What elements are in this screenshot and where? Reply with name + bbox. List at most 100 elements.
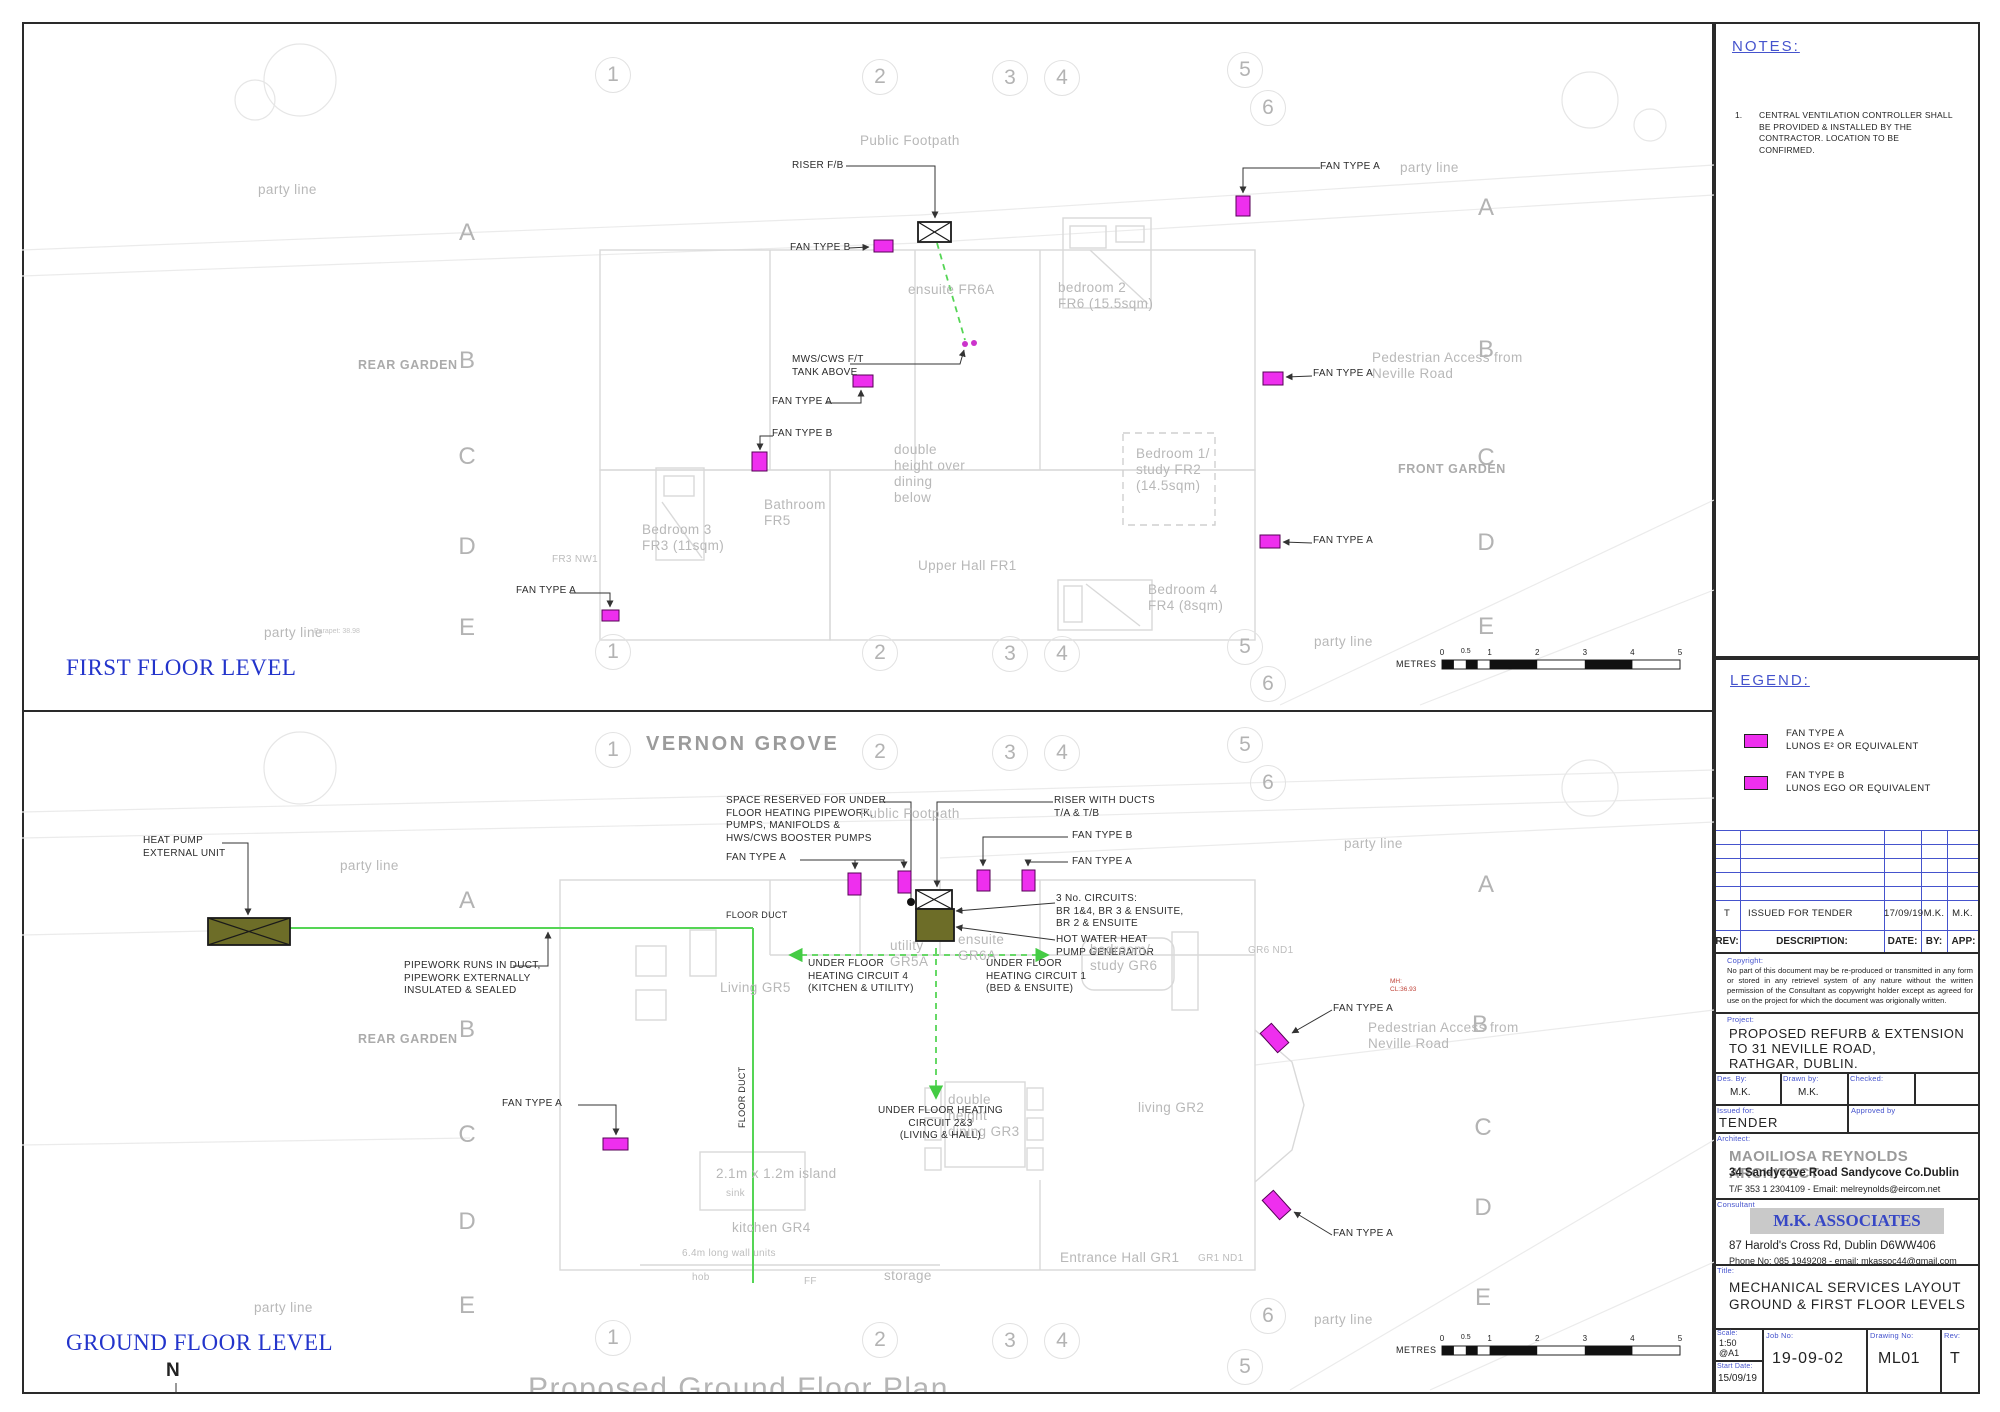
site-line — [1254, 1009, 1715, 1066]
table-line — [1716, 930, 1978, 931]
table-line — [1940, 1328, 1942, 1392]
revision-column-header: DESCRIPTION: — [1776, 936, 1848, 947]
fan-marker — [873, 239, 894, 253]
scalebar-tick: 4 — [1630, 1334, 1635, 1343]
leader-line — [1239, 167, 1320, 194]
wall-line — [661, 501, 703, 559]
scalebar-tick: 0 — [1439, 1334, 1445, 1343]
wall-outline — [1081, 937, 1175, 991]
wall-outline — [1057, 579, 1153, 631]
revision-cell-by: M.K. — [1923, 908, 1945, 919]
grid-number: 4 — [1044, 636, 1080, 672]
grid-number: 2 — [862, 635, 898, 671]
grid-number: 4 — [1044, 1323, 1080, 1359]
table-line — [1716, 1012, 1978, 1014]
project-label: Project: — [1727, 1015, 1755, 1024]
label-north: N — [166, 1360, 180, 1381]
label-fan-type-a: FAN TYPE A — [1333, 1003, 1394, 1014]
label-parapet: Parapet: 38.98 — [314, 628, 360, 635]
grid-letter: C — [458, 1121, 476, 1148]
grid-letter: E — [1474, 1284, 1491, 1311]
revision-column-header: APP: — [1951, 936, 1976, 947]
architect-address: 34 Sandycove Road Sandycove Co.Dublin — [1729, 1167, 1960, 1179]
label-riser-with-ducts: RISER WITH DUCTS T/A & T/B — [1054, 795, 1155, 819]
riser-cross — [207, 917, 291, 946]
label-riser-fb: RISER F/B — [792, 160, 844, 171]
site-line — [939, 821, 1715, 859]
leader-line — [1024, 859, 1068, 867]
table-line — [1762, 1328, 1764, 1392]
project-line: TO 31 NEVILLE ROAD, — [1729, 1041, 1877, 1056]
wall-outline — [1026, 1117, 1044, 1141]
wall-outline — [1026, 1147, 1044, 1171]
grid-number: 1 — [595, 732, 631, 768]
wall-outline — [944, 1081, 1026, 1168]
label-vernon-grove: VERNON GROVE — [646, 733, 840, 755]
site-line — [21, 791, 921, 813]
label-floor-duct-vertical: FLOOR DUCT — [737, 1066, 747, 1129]
site-line — [21, 1137, 471, 1146]
label-space-reserved: SPACE RESERVED FOR UNDER FLOOR HEATING P… — [726, 795, 887, 844]
ground-floor-panel — [22, 710, 1714, 1394]
label-pipework-duct: PIPEWORK RUNS IN DUCT, PIPEWORK EXTERNAL… — [404, 960, 541, 996]
revision-column-header: DATE: — [1887, 936, 1918, 947]
grid-number: 6 — [1250, 765, 1286, 801]
leader-line — [570, 592, 614, 608]
leader-line — [1293, 1211, 1333, 1236]
grid-number: 1 — [595, 634, 631, 670]
label-party-line: party line — [340, 858, 399, 873]
grid-number: 5 — [1227, 52, 1263, 88]
label-rear-garden: REAR GARDEN — [358, 1032, 458, 1046]
label-island: 2.1m x 1.2m island — [716, 1166, 837, 1181]
grid-letter: B — [458, 1016, 475, 1043]
grid-number: 6 — [1250, 666, 1286, 702]
revision-column-header: REV: — [1715, 936, 1739, 947]
label-entrance-hall-gr1: Entrance Hall GR1 — [1060, 1250, 1180, 1265]
label-ff-appliance: FF — [804, 1276, 817, 1287]
label-heat-pump-external: HEAT PUMP EXTERNAL UNIT — [143, 835, 226, 859]
scale-value: 1:50 — [1719, 1338, 1737, 1348]
label-double-height: double height over dining below — [894, 442, 966, 505]
table-line — [1716, 886, 1978, 887]
wall-outline — [1062, 217, 1152, 309]
scalebar-segment — [1489, 1346, 1538, 1355]
scalebar-unit-label: METRES — [1396, 659, 1437, 669]
fan-marker — [601, 609, 620, 622]
label-fan-type-a: FAN TYPE A — [1320, 161, 1381, 172]
notes-heading: NOTES: — [1732, 38, 1800, 55]
label-rear-garden: REAR GARDEN — [358, 358, 458, 372]
label-party-line: party line — [258, 182, 317, 197]
fan-marker — [897, 870, 912, 894]
site-line — [1279, 499, 1715, 706]
grid-letter: D — [458, 1208, 476, 1235]
drawing-no-value: ML01 — [1878, 1350, 1921, 1367]
fan-marker — [1021, 869, 1036, 892]
label-party-line: party line — [264, 625, 323, 640]
leader-line — [846, 165, 939, 219]
grid-letter: C — [1474, 1114, 1492, 1141]
point-marker — [907, 898, 915, 906]
label-gr1-nd1: GR1 ND1 — [1198, 1253, 1244, 1264]
approved-by-label: Approved by — [1851, 1106, 1896, 1115]
label-bedroom-study-gr6: bedroom/ study GR6 — [1090, 942, 1158, 973]
scalebar-segment — [1584, 1346, 1633, 1355]
table-line — [1921, 830, 1922, 952]
label-bathroom-fr5: Bathroom FR5 — [764, 497, 826, 528]
start-date-value: 15/09/19 — [1718, 1373, 1757, 1384]
revision-cell-rev: T — [1723, 908, 1731, 919]
label-ufh-circuit1: UNDER FLOOR HEATING CIRCUIT 1 (BED & ENS… — [986, 958, 1087, 994]
label-public-footpath-gf: Public Footpath — [860, 806, 960, 821]
fan-marker — [1259, 534, 1281, 549]
tree-outline — [263, 43, 337, 117]
architect-label: Architect: — [1717, 1134, 1751, 1143]
grid-number: 5 — [1227, 1349, 1263, 1385]
table-line — [1847, 1072, 1849, 1104]
drawn-by-label: Drawn by: — [1783, 1074, 1819, 1083]
label-proposed-plan: Proposed Ground Floor Plan — [528, 1372, 949, 1392]
notes-box: NOTES: 1. CENTRAL VENTILATION CONTROLLER … — [1714, 22, 1980, 658]
scalebar-segment — [1442, 660, 1454, 669]
label-ensuite-fr6a: ensuite FR6A — [908, 282, 995, 297]
legend-item-name: FAN TYPE B — [1786, 770, 1845, 781]
label-ufh-circuit23: UNDER FLOOR HEATING CIRCUIT 2&3 (LIVING … — [878, 1105, 1003, 1141]
wall-outline — [1026, 1087, 1044, 1111]
